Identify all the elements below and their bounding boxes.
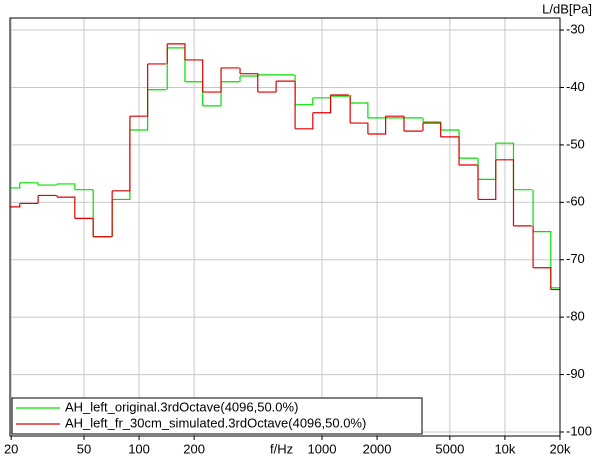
legend-label: AH_left_fr_30cm_simulated.3rdOctave(4096… — [65, 415, 366, 430]
legend-label: AH_left_original.3rdOctave(4096,50.0%) — [65, 399, 298, 414]
y-tick-label: -90 — [566, 366, 585, 381]
x-axis-label: f/Hz — [270, 441, 293, 456]
y-tick-label: -70 — [566, 251, 585, 266]
y-tick-label: -50 — [566, 136, 585, 151]
plot-frame — [9, 17, 561, 437]
grid — [10, 18, 561, 436]
x-tick-label: 20k — [550, 441, 571, 456]
x-tick-label: 50 — [77, 441, 91, 456]
y-tick-label: -40 — [566, 79, 585, 94]
y-tick-label: -80 — [566, 309, 585, 324]
x-tick-label: 100 — [128, 441, 150, 456]
x-tick-label: 2000 — [363, 441, 392, 456]
x-tick-label: 1000 — [308, 441, 337, 456]
legend: AH_left_original.3rdOctave(4096,50.0%)AH… — [11, 397, 423, 435]
legend-box — [11, 397, 423, 435]
x-tick-label: 200 — [183, 441, 205, 456]
x-tick-label: 10k — [494, 441, 515, 456]
x-tick-label: 20 — [4, 441, 18, 456]
x-tick-label: 5000 — [435, 441, 464, 456]
y-tick-label: -100 — [566, 423, 592, 438]
y-axis-label: L/dB[Pa] — [542, 1, 592, 16]
plot — [10, 43, 560, 291]
y-tick-label: -30 — [566, 21, 585, 36]
y-tick-label: -60 — [566, 194, 585, 209]
